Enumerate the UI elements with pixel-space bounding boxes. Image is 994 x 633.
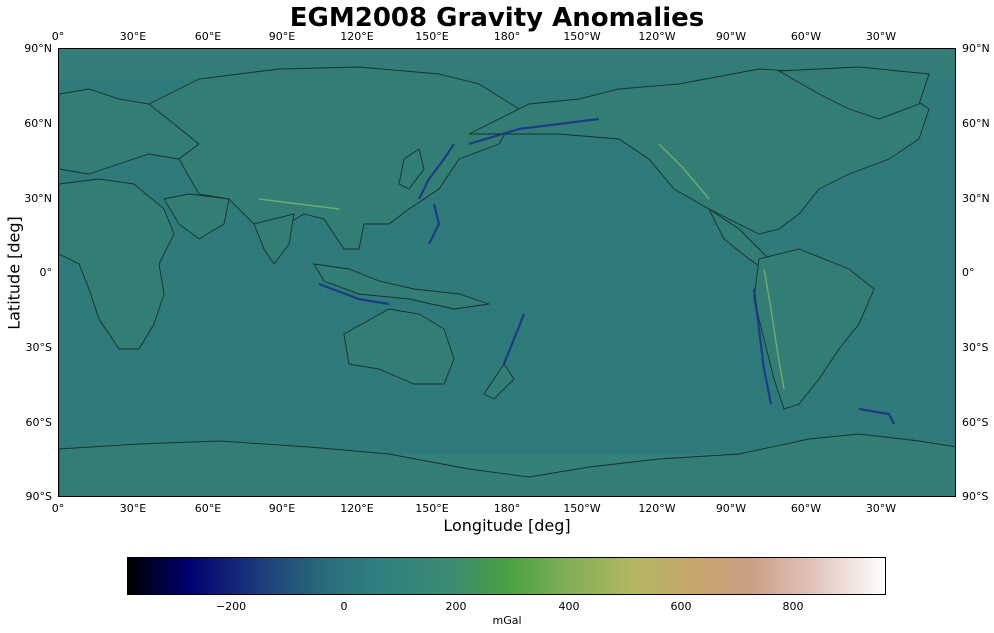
y-tick-left-5: 60°S — [25, 416, 52, 429]
arabia — [163, 193, 230, 240]
africa — [59, 178, 175, 350]
x-tick-bottom-10: 60°W — [790, 502, 822, 515]
x-axis-label: Longitude [deg] — [443, 516, 571, 535]
continents — [59, 66, 955, 496]
map-title: EGM2008 Gravity Anomalies — [289, 3, 705, 33]
y-axis-label: Latitude [deg] — [4, 216, 24, 330]
map-canvas — [59, 49, 955, 496]
peru-chile-trench — [752, 288, 773, 405]
y-tick-right-3: 0° — [962, 266, 975, 279]
mariana-trench — [428, 203, 441, 245]
indonesia — [313, 263, 490, 310]
y-tick-left-3: 0° — [39, 266, 53, 279]
x-tick-bottom-6: 180° — [493, 502, 521, 515]
x-tick-bottom-11: 30°W — [865, 502, 897, 515]
x-tick-top-5: 150°E — [415, 30, 449, 43]
x-tick-top-6: 180° — [493, 30, 521, 43]
himalaya — [258, 198, 340, 210]
colorbar-unit-label: mGal — [492, 614, 522, 627]
colorbar-tick-3: 400 — [558, 600, 580, 613]
india — [253, 213, 295, 265]
x-tick-bottom-0: 0° — [51, 502, 65, 515]
x-tick-top-8: 120°W — [638, 30, 676, 43]
x-tick-top-1: 30°E — [119, 30, 147, 43]
tonga-kermadec-trench — [502, 313, 526, 365]
x-tick-bottom-9: 90°W — [715, 502, 747, 515]
rockies — [658, 143, 710, 200]
kuril-japan-trench — [418, 143, 455, 200]
y-tick-right-1: 60°N — [962, 117, 990, 130]
y-tick-left-2: 30°N — [24, 192, 52, 205]
colorbar-tick-1: 0 — [340, 600, 348, 613]
x-tick-bottom-8: 120°W — [638, 502, 676, 515]
x-tick-bottom-7: 150°W — [563, 502, 601, 515]
andes — [763, 268, 785, 390]
x-tick-top-9: 90°W — [715, 30, 747, 43]
aleutian-trench — [468, 117, 600, 146]
y-tick-right-0: 90°N — [962, 42, 990, 55]
japan — [398, 148, 425, 190]
x-tick-bottom-3: 90°E — [268, 502, 296, 515]
greenland — [777, 66, 930, 120]
south-america — [753, 248, 875, 410]
x-tick-top-0: 0° — [51, 30, 65, 43]
south-sandwich-trench — [858, 407, 895, 425]
colorbar-tick-0: −200 — [215, 600, 247, 613]
y-tick-left-6: 90°S — [25, 490, 52, 503]
x-tick-bottom-2: 60°E — [194, 502, 222, 515]
x-tick-bottom-1: 30°E — [119, 502, 147, 515]
x-tick-top-7: 150°W — [563, 30, 601, 43]
gravity-anomaly-map[interactable] — [58, 48, 956, 497]
java-trench — [318, 282, 390, 306]
x-tick-top-3: 90°E — [268, 30, 296, 43]
y-tick-right-2: 30°N — [962, 192, 990, 205]
x-tick-top-4: 120°E — [340, 30, 374, 43]
australia — [343, 308, 455, 385]
y-tick-right-5: 60°S — [962, 416, 989, 429]
colorbar-tick-5: 800 — [782, 600, 804, 613]
y-tick-left-1: 60°N — [24, 117, 52, 130]
antarctica — [59, 433, 955, 496]
x-tick-bottom-4: 120°E — [340, 502, 374, 515]
new-zealand — [483, 363, 515, 400]
colorbar — [127, 557, 886, 595]
x-tick-top-11: 30°W — [865, 30, 897, 43]
colorbar-tick-4: 600 — [670, 600, 692, 613]
y-tick-left-4: 30°S — [25, 341, 52, 354]
x-tick-bottom-5: 150°E — [415, 502, 449, 515]
y-tick-left-0: 90°N — [24, 42, 52, 55]
y-tick-right-6: 90°S — [962, 490, 989, 503]
north-america — [468, 68, 930, 235]
y-tick-right-4: 30°S — [962, 341, 989, 354]
colorbar-tick-2: 200 — [445, 600, 467, 613]
mountain-ranges — [258, 143, 785, 390]
x-tick-top-10: 60°W — [790, 30, 822, 43]
trenches — [318, 117, 895, 425]
x-tick-top-2: 60°E — [194, 30, 222, 43]
